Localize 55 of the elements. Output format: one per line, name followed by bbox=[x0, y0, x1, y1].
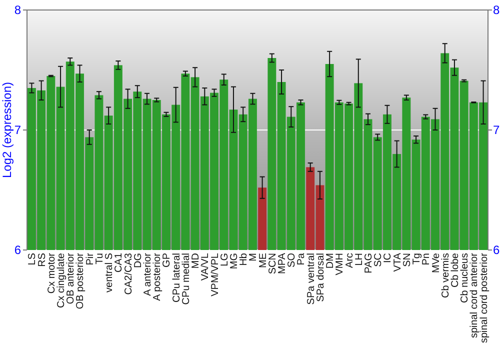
x-tick-label: OB posterior bbox=[75, 252, 86, 310]
x-tick-label: SPa ventral bbox=[306, 253, 317, 305]
x-tick-label: MD bbox=[190, 253, 202, 269]
x-tick-label: SN bbox=[402, 253, 413, 267]
x-tick-label: Arc bbox=[344, 253, 356, 268]
x-tick-label: IC bbox=[382, 253, 394, 263]
x-tick-label: PAG bbox=[363, 252, 374, 274]
x-tick-label: Tg bbox=[412, 253, 423, 265]
x-tick-label: Pn bbox=[421, 253, 432, 266]
x-tick-label: CA2/CA3 bbox=[123, 252, 134, 295]
x-tick-label: OB anterior bbox=[66, 252, 77, 304]
x-tick-label: Cb vermis bbox=[440, 253, 452, 298]
x-tick-label: LH bbox=[354, 253, 365, 266]
x-tick-label: DM bbox=[325, 253, 336, 269]
x-tick-label: Tu bbox=[94, 253, 106, 264]
y-tick-label: 7 bbox=[14, 123, 22, 138]
y2-tick-label: 8 bbox=[493, 3, 500, 18]
x-tick-label: SO bbox=[286, 252, 298, 268]
y-axis-title: Log2 (expression) bbox=[0, 82, 14, 178]
x-tick-label: VPM/VPL bbox=[210, 252, 221, 296]
x-tick-label: Pir bbox=[84, 252, 96, 266]
y-tick-label: 6 bbox=[14, 243, 22, 258]
x-tick-label: ME bbox=[258, 252, 269, 268]
x-tick-label: VA/VL bbox=[200, 252, 212, 281]
x-tick-label: Cb lobe bbox=[450, 252, 461, 288]
x-tick-label: CA1 bbox=[114, 252, 125, 272]
x-tick-label: M bbox=[248, 253, 260, 262]
x-tick-label: SCN bbox=[267, 253, 278, 274]
x-tick-label: ventral S bbox=[104, 252, 116, 292]
y2-tick-label: 7 bbox=[493, 123, 500, 138]
x-tick-label: RS bbox=[36, 252, 48, 267]
y-tick-label: 8 bbox=[14, 3, 22, 18]
y2-tick-label: 6 bbox=[493, 243, 500, 258]
x-tick-label: A anterior bbox=[142, 252, 154, 296]
x-tick-label: Hb bbox=[238, 252, 250, 266]
x-tick-label: MPA bbox=[277, 252, 288, 274]
x-tick-label: MVe bbox=[430, 252, 442, 274]
x-tick-label: VMH bbox=[334, 253, 346, 276]
x-tick-label: spinal cord posterior bbox=[478, 252, 490, 344]
x-tick-label: LG bbox=[219, 252, 230, 266]
x-tick-label: spinal cord anterior bbox=[469, 252, 480, 338]
x-tick-label: MG bbox=[228, 252, 240, 270]
x-tick-label: SC bbox=[373, 253, 384, 267]
x-tick-label: Cx cingulate bbox=[56, 252, 68, 308]
x-tick-label: Cx motor bbox=[46, 252, 58, 294]
x-tick-label: CPu lateral bbox=[171, 253, 182, 302]
x-tick-label: VTA bbox=[392, 252, 404, 272]
x-tick-label: SPa dorsal bbox=[315, 253, 326, 302]
x-tick-label: Cb nucleus bbox=[460, 253, 471, 304]
x-tick-label: A posterior bbox=[152, 252, 164, 301]
x-tick-label: DG bbox=[132, 252, 144, 268]
x-tick-label: CPu medial bbox=[180, 253, 192, 305]
x-tick-label: GP bbox=[162, 252, 173, 268]
x-tick-label: LS bbox=[27, 252, 38, 266]
x-tick-label: Pa bbox=[296, 252, 308, 266]
